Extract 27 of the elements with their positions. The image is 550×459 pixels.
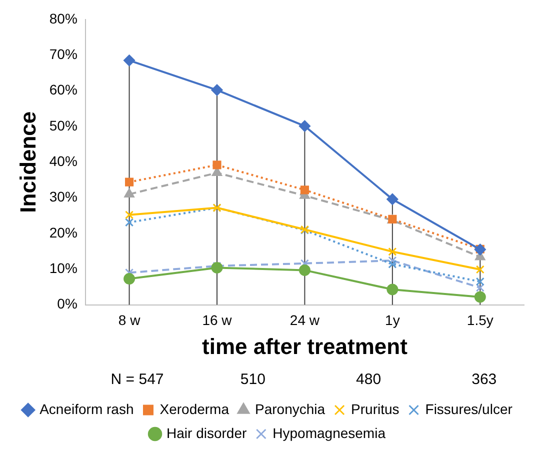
x-tick-label: 8 w — [118, 312, 142, 328]
y-tick-label: 70% — [49, 46, 78, 62]
text: 480 — [356, 371, 382, 388]
x-tick-label: 24 w — [290, 312, 320, 328]
x-tick-label: 1y — [385, 312, 400, 328]
y-tick-label: 20% — [49, 224, 78, 240]
legend-label: Paronychia — [254, 400, 326, 417]
legend-label: Acneiform rash — [40, 400, 134, 417]
text: N = 547 — [110, 371, 164, 388]
text: 510 — [240, 371, 266, 388]
legend-label: Fissures/ulcer — [425, 400, 513, 417]
y-tick-label: 50% — [49, 117, 78, 134]
text: 363 — [472, 371, 497, 388]
legend-label: Hypomagnesemia — [272, 424, 386, 441]
y-tick-label: 10% — [49, 260, 78, 276]
legend-label: Xeroderma — [160, 400, 230, 417]
y-tick-label: 30% — [49, 188, 78, 205]
legend-label: Hair disorder — [166, 424, 247, 441]
y-tick-label: 40% — [49, 152, 78, 169]
y-tick-label: 0% — [57, 296, 78, 312]
legend-label: Pruritus — [351, 400, 400, 417]
y-axis-title: Incidence — [15, 111, 40, 213]
y-tick-label: 60% — [49, 82, 78, 98]
y-tick-label: 80% — [49, 10, 78, 26]
x-axis-title: time after treatment — [202, 334, 408, 359]
x-tick-label: 16 w — [202, 312, 233, 328]
x-tick-label: 1.5y — [466, 312, 494, 328]
